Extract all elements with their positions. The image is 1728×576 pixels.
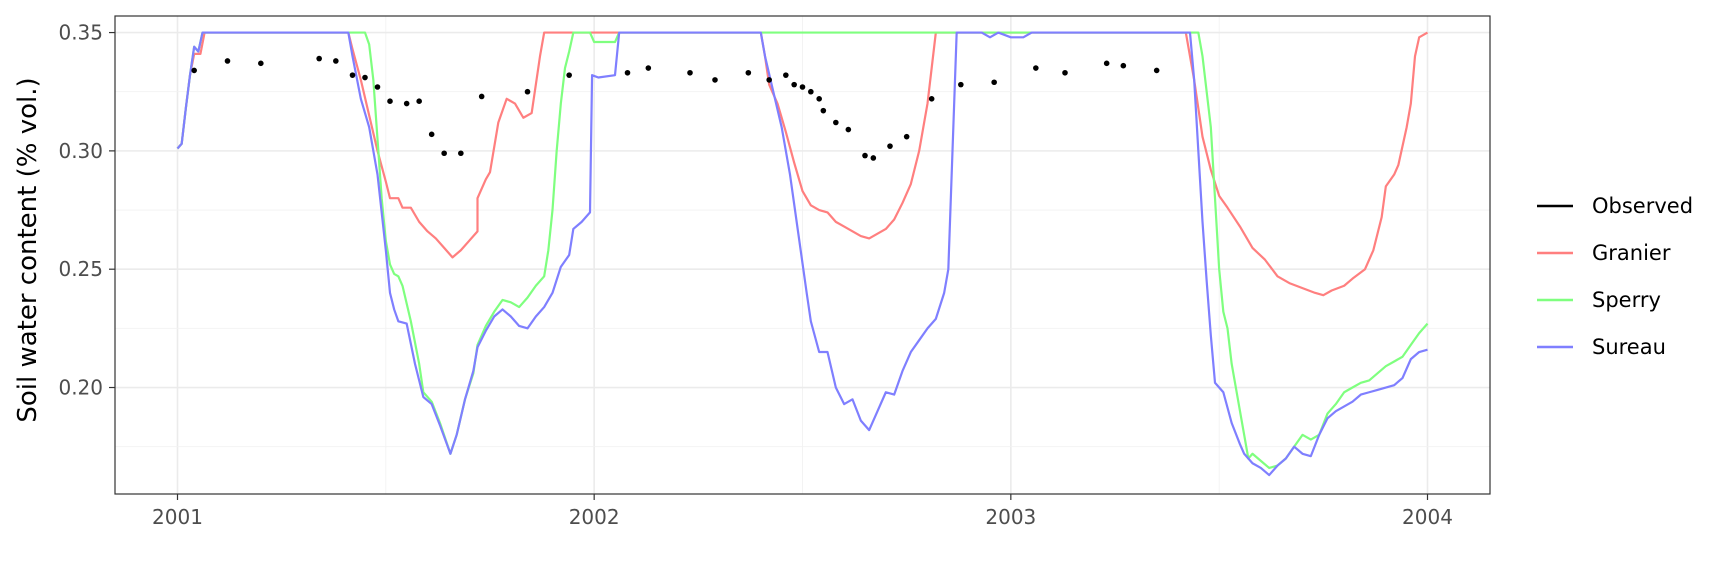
observed-point: [1033, 65, 1039, 71]
legend-label-granier: Granier: [1592, 241, 1671, 265]
y-tick-label: 0.30: [58, 139, 103, 163]
y-tick-label: 0.35: [58, 21, 103, 45]
observed-point: [224, 58, 231, 64]
legend-label-observed: Observed: [1592, 194, 1693, 218]
series-line-granier: [176, 31, 1429, 297]
series-lines: [176, 31, 1429, 477]
observed-point: [458, 150, 464, 157]
observed-point: [524, 88, 531, 95]
plot-border: [114, 15, 1491, 495]
observed-point: [387, 98, 393, 104]
y-tick-label: 0.20: [58, 376, 103, 400]
observed-point: [428, 131, 435, 138]
observed-point: [416, 98, 422, 104]
observed-point: [820, 107, 827, 114]
observed-point: [991, 79, 997, 86]
observed-point: [745, 69, 752, 76]
observed-point: [958, 81, 964, 88]
observed-point: [687, 69, 693, 76]
y-axis: 0.20 0.25 0.30 0.35: [58, 21, 115, 400]
observed-point: [862, 152, 868, 159]
observed-point: [316, 55, 322, 62]
observed-point: [645, 65, 652, 71]
observed-point: [845, 126, 852, 133]
y-axis-title: Soil water content (% vol.): [13, 77, 43, 422]
observed-point: [478, 93, 485, 100]
x-tick-label: 2004: [1402, 505, 1453, 529]
observed-point: [903, 133, 910, 140]
observed-point: [870, 155, 877, 161]
observed-point: [1103, 60, 1110, 67]
observed-point: [928, 96, 935, 102]
x-axis: 2001 2002 2003 2004: [152, 494, 1453, 529]
observed-point: [1062, 69, 1068, 76]
observed-point: [624, 69, 631, 76]
legend: Observed Granier Sperry Sureau: [1537, 194, 1693, 359]
legend-label-sureau: Sureau: [1592, 335, 1666, 359]
observed-point: [833, 119, 839, 126]
legend-label-sperry: Sperry: [1592, 288, 1661, 312]
observed-point: [333, 58, 339, 64]
x-tick-label: 2002: [569, 505, 620, 529]
observed-point: [566, 72, 572, 78]
series-line-sureau: [176, 31, 1428, 477]
x-tick-label: 2003: [985, 505, 1036, 529]
observed-point: [783, 72, 789, 78]
observed-point: [808, 88, 814, 95]
observed-point: [712, 77, 718, 83]
observed-point: [799, 84, 806, 90]
observed-point: [1153, 67, 1160, 74]
observed-point: [191, 67, 197, 74]
observed-point: [258, 60, 264, 67]
observed-point: [1120, 62, 1127, 69]
y-tick-label: 0.25: [58, 257, 103, 281]
observed-point: [374, 84, 381, 90]
observed-point: [403, 100, 410, 107]
observed-point: [766, 77, 772, 83]
observed-point: [349, 72, 356, 78]
observed-point: [791, 81, 797, 88]
observed-points: [191, 55, 1160, 161]
observed-point: [887, 143, 893, 149]
x-tick-label: 2001: [152, 505, 203, 529]
observed-point: [362, 74, 368, 81]
observed-point: [816, 96, 822, 102]
observed-point: [441, 150, 447, 157]
